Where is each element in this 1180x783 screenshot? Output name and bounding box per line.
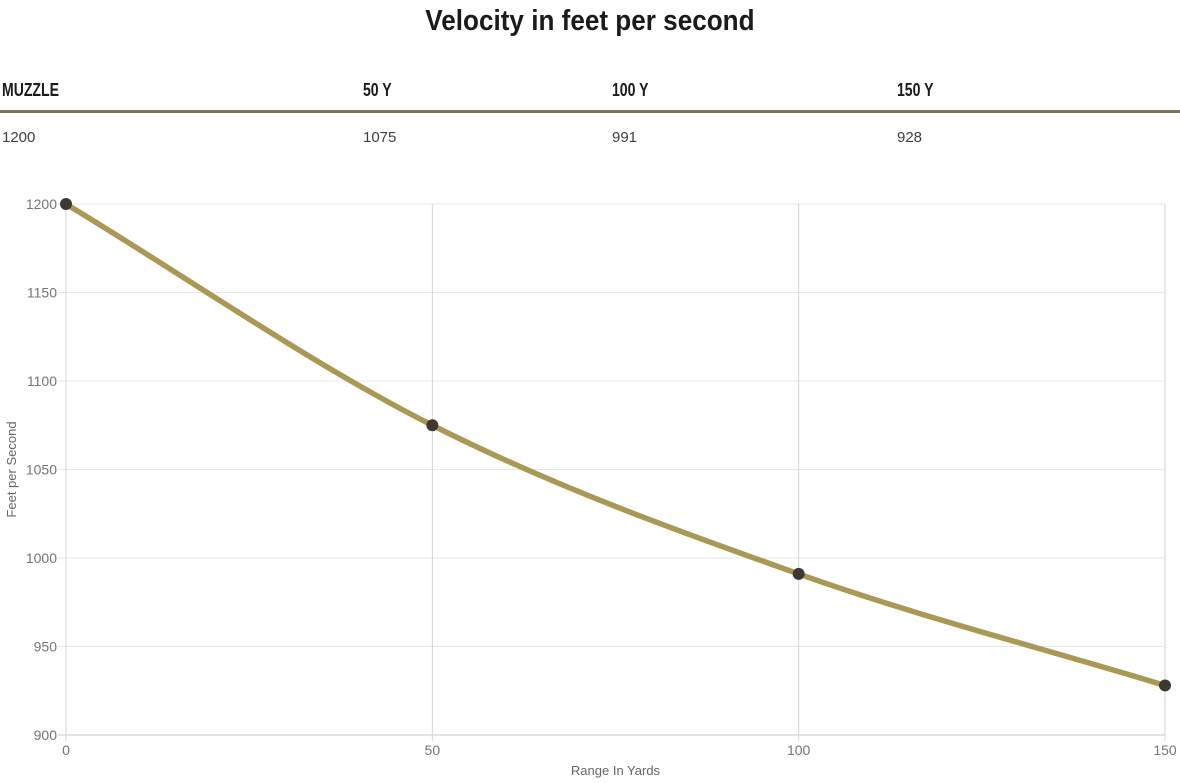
y-tick-label: 950 [34,639,58,655]
column-header-50y: 50 Y [363,80,392,100]
y-tick-label: 1200 [26,196,57,212]
y-tick-label: 1150 [27,285,57,301]
y-tick-label: 1100 [27,373,57,389]
y-tick-label: 1000 [26,550,57,566]
data-point [60,198,72,210]
column-header-100y: 100 Y [612,80,649,100]
column-header-150y: 150 Y [897,80,934,100]
x-axis-title: Range In Yards [571,763,661,778]
column-header-muzzle: MUZZLE [2,80,59,100]
value-150y: 928 [897,129,923,146]
series-line [63,201,1168,689]
y-tick-label: 900 [34,727,58,743]
value-50y: 1075 [363,129,397,146]
x-tick-label: 50 [425,742,441,758]
data-point [1159,679,1171,692]
velocity-table-value-row: 1200 1075 991 928 [0,113,1180,147]
y-tick-label: 1050 [26,462,57,478]
page-title: Velocity in feet per second [0,0,1180,37]
x-tick-label: 150 [1153,742,1177,758]
x-tick-label: 100 [787,742,811,758]
data-point [792,567,805,580]
value-100y: 991 [612,129,638,146]
y-axis-title: Feet per Second [4,421,19,517]
velocity-line-chart: 900 950 1000 1050 1100 1150 1200 0 50 100 150 Range… [4,196,1177,778]
page-title-text: Velocity in feet per second [425,5,755,37]
velocity-table: MUZZLE 50 Y 100 Y 150 Y 1200 1075 991 92… [0,80,1180,147]
x-tick-label: 0 [62,742,70,758]
data-point [426,419,439,432]
value-muzzle: 1200 [2,129,36,146]
velocity-table-header-row: MUZZLE 50 Y 100 Y 150 Y [0,80,1180,113]
